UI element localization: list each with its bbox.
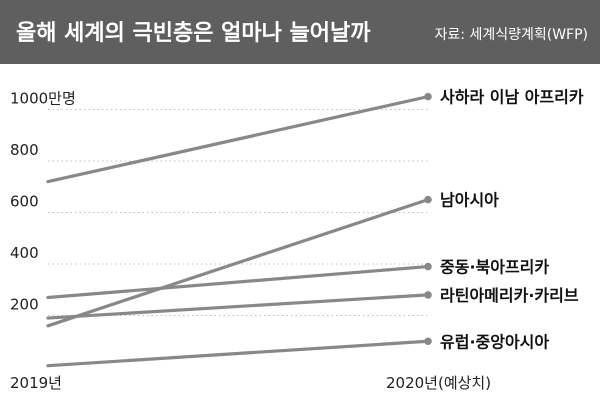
- series-line: [46, 264, 430, 300]
- series-label: 라틴아메리카·카리브: [440, 286, 579, 305]
- series-label: 중동·북아프리카: [440, 258, 549, 277]
- series-lines: [46, 92, 432, 368]
- series-end-point: [424, 195, 432, 204]
- x-tick-label: 2020년(예상치): [386, 374, 491, 392]
- y-tick-label: 1000만명: [10, 90, 76, 108]
- title-banner: 올해 세계의 극빈층은 얼마나 늘어날까 자료: 세계식량계획(WFP): [0, 0, 600, 64]
- series-line: [46, 198, 430, 328]
- series-end-point: [424, 291, 432, 299]
- y-tick-label: 200: [10, 296, 39, 314]
- series-label: 유럽·중앙아시아: [440, 332, 549, 351]
- y-tick-label: 800: [10, 141, 39, 159]
- series-line: [46, 95, 430, 184]
- series-end-point: [424, 337, 432, 346]
- series-end-point: [424, 92, 432, 101]
- series-line: [46, 339, 430, 368]
- y-axis-ticks: 200 400 600 800 1000만명: [10, 90, 76, 314]
- y-tick-label: 600: [10, 193, 39, 211]
- series-labels: 사하라 이남 아프리카남아시아중동·북아프리카라틴아메리카·카리브유럽·중앙아시…: [440, 88, 584, 352]
- series-label: 남아시아: [440, 191, 499, 210]
- series-end-point: [424, 262, 432, 271]
- source-note: 자료: 세계식량계획(WFP): [434, 27, 588, 43]
- series-line: [46, 293, 430, 320]
- y-tick-label: 400: [10, 244, 39, 262]
- chart-title: 올해 세계의 극빈층은 얼마나 늘어날까: [16, 21, 371, 46]
- series-label: 사하라 이남 아프리카: [440, 88, 584, 107]
- x-axis-ticks: 2019년 2020년(예상치): [10, 374, 491, 392]
- x-tick-label: 2019년: [10, 374, 62, 392]
